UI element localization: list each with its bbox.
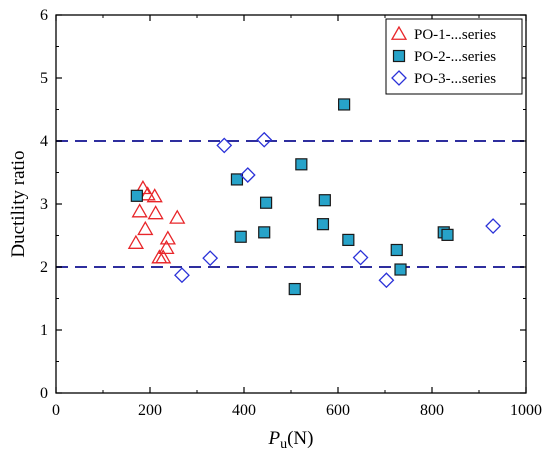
x-tick-label: 200: [138, 402, 162, 419]
legend-label: PO-3-...series: [414, 71, 496, 87]
data-point: [169, 209, 186, 224]
y-tick-label: 2: [40, 259, 48, 276]
x-tick-label: 1000: [510, 402, 542, 419]
data-markers: [127, 98, 502, 296]
data-point: [130, 189, 143, 202]
x-axis-title-sub: u: [280, 437, 287, 452]
x-tick-label: 0: [52, 402, 60, 419]
legend: PO-1-...series PO-2-...series PO-3-...seri…: [385, 18, 523, 95]
data-point: [378, 272, 395, 289]
data-point: [158, 239, 175, 255]
data-point: [258, 226, 271, 239]
data-point: [394, 263, 407, 276]
data-point: [234, 230, 247, 243]
x-tick-label: 600: [326, 402, 350, 419]
data-point: [316, 218, 330, 231]
y-tick-label: 5: [40, 70, 48, 87]
y-tick-label: 4: [40, 133, 48, 150]
x-axis-title-main: P: [268, 428, 281, 449]
data-point: [139, 186, 156, 201]
x-tick-label: 800: [420, 402, 444, 419]
data-point: [288, 282, 301, 296]
data-point: [146, 188, 163, 203]
x-axis-title-unit: (N): [287, 428, 313, 449]
y-tick-labels: 0 1 2 3 4 5 6: [40, 7, 48, 402]
legend-box: [385, 18, 523, 95]
data-point: [259, 196, 273, 209]
y-tick-label: 1: [40, 322, 48, 339]
series-2: [130, 98, 454, 296]
axis-ticks: [55, 14, 527, 394]
data-point: [256, 131, 273, 148]
x-tick-label: 400: [232, 402, 256, 419]
legend-label: PO-1-...series: [414, 27, 496, 43]
data-point: [131, 203, 148, 218]
series-1: [127, 179, 186, 264]
reference-lines: [56, 140, 526, 268]
data-point: [352, 249, 369, 266]
data-point: [137, 220, 154, 236]
data-point: [127, 234, 145, 249]
legend-marker: [391, 70, 407, 86]
data-point: [441, 228, 454, 241]
legend-item-2: PO-2-...series: [392, 49, 496, 65]
x-axis-title: Pu(N): [268, 428, 314, 452]
y-tick-label: 3: [40, 196, 48, 213]
legend-label: PO-2-...series: [414, 49, 496, 65]
legend-item-3: PO-3-...series: [391, 70, 496, 87]
legend-item-1: PO-1-...series: [390, 25, 496, 43]
y-tick-label: 0: [40, 385, 48, 402]
data-point: [485, 218, 502, 234]
data-point: [318, 194, 331, 207]
data-point: [147, 205, 164, 220]
legend-marker: [390, 25, 408, 40]
y-tick-label: 6: [40, 7, 48, 24]
data-point: [174, 267, 190, 284]
data-point: [390, 243, 403, 257]
data-point: [159, 230, 176, 245]
x-tick-labels: 0 200 400 600 800 1000: [52, 402, 542, 419]
data-point: [239, 167, 256, 183]
data-point: [338, 98, 351, 111]
data-point: [155, 249, 172, 264]
data-point: [202, 250, 219, 267]
data-point: [295, 158, 308, 171]
y-axis-title: Ductility ratio: [8, 150, 29, 257]
data-point: [216, 137, 233, 154]
data-point: [134, 179, 152, 195]
data-point: [230, 173, 244, 186]
data-point: [342, 233, 355, 247]
legend-marker: [392, 49, 406, 63]
series-3: [174, 131, 502, 289]
